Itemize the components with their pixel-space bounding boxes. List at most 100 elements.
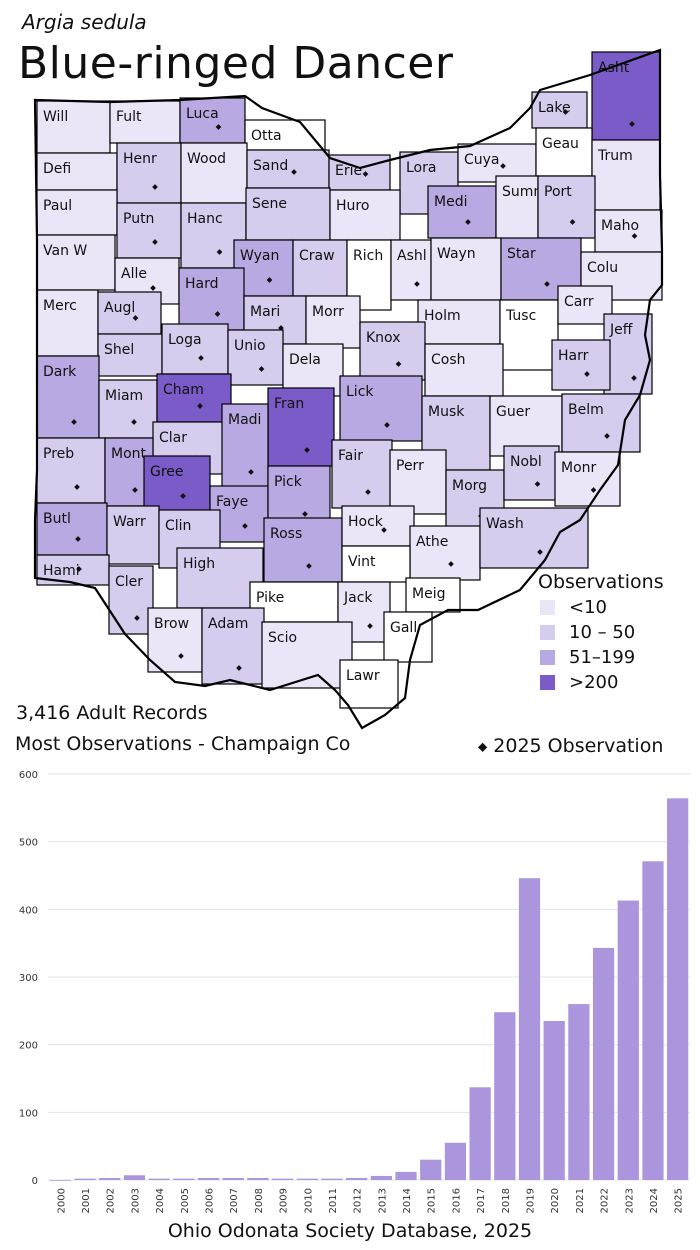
observation-2025-dot: [306, 563, 312, 569]
county-label: Adam: [208, 616, 248, 632]
county-label: Henr: [123, 151, 157, 167]
county-shape: [389, 449, 447, 515]
bar-2020: [543, 1020, 565, 1180]
county-paul: Paul: [36, 189, 118, 236]
county-label: Alle: [121, 266, 147, 282]
county-shape: [405, 577, 461, 613]
observation-2025-dot: [236, 665, 242, 671]
county-label: Hard: [185, 276, 219, 292]
county-label: Defi: [43, 161, 71, 177]
bar-2018: [494, 1012, 516, 1180]
county-high: High: [176, 547, 264, 609]
x-tick-label: 2003: [130, 1188, 141, 1213]
county-label: Meig: [412, 586, 445, 602]
observation-2025-dot: [537, 549, 543, 555]
county-lake: Lake: [531, 91, 588, 129]
observation-2025-dot: [75, 536, 81, 542]
county-label: Luca: [186, 106, 219, 122]
county-shape: [116, 142, 182, 204]
observation-2025-dot: [381, 527, 387, 533]
x-tick-label: 2010: [303, 1188, 314, 1213]
county-preb: Preb: [36, 437, 106, 504]
county-label: Ross: [270, 526, 302, 542]
observation-2025-dot: [248, 469, 254, 475]
county-label: Van W: [43, 243, 87, 259]
county-label: Guer: [496, 404, 530, 420]
county-label: Holm: [424, 308, 461, 324]
county-label: Maho: [601, 218, 639, 234]
source-footer: Ohio Odonata Society Database, 2025: [167, 1220, 533, 1242]
county-label: Pike: [256, 590, 284, 606]
county-label: Wyan: [240, 248, 279, 264]
county-cler: Cler: [108, 565, 154, 635]
county-fult: Fult: [109, 100, 181, 144]
county-label: Summ: [502, 184, 547, 200]
county-warr: Warr: [106, 505, 160, 565]
county-lick: Lick: [339, 375, 423, 442]
observation-2025-dot: [629, 121, 635, 127]
observation-2025-dot: [291, 169, 297, 175]
x-tick-label: 2005: [180, 1188, 191, 1213]
county-shape: [499, 299, 559, 371]
bar-2009: [271, 1178, 294, 1180]
bar-2015: [420, 1159, 442, 1180]
observation-2025-dot: [215, 124, 222, 130]
observation-2025-dot: [362, 171, 369, 177]
county-shape: [221, 403, 269, 489]
county-label: Morg: [452, 478, 487, 494]
county-shape: [36, 502, 108, 556]
bar-2025: [667, 798, 689, 1180]
legend-label: >200: [569, 671, 619, 693]
observation-2025-dot: [465, 219, 471, 225]
county-gall: Gall: [383, 611, 433, 663]
county-athe: Athe: [409, 525, 481, 581]
x-tick-label: 2018: [501, 1188, 512, 1213]
county-will: Will: [36, 100, 111, 154]
county-label: Fult: [116, 109, 142, 125]
county-sand: Sand: [246, 149, 330, 189]
county-shape: [282, 343, 344, 397]
county-belm: Belm: [561, 393, 641, 453]
county-shape: [176, 547, 264, 609]
county-shape: [161, 323, 229, 375]
bar-2002: [99, 1177, 121, 1180]
county-huro: Huro: [329, 189, 401, 241]
county-fair: Fair: [331, 439, 393, 509]
bar-2023: [617, 900, 639, 1180]
county-label: Putn: [123, 211, 154, 227]
county-label: Paul: [43, 198, 72, 214]
county-label: Monr: [561, 460, 597, 476]
bar-2001: [74, 1178, 96, 1180]
county-label: Scio: [268, 630, 297, 646]
county-shape: [227, 329, 284, 386]
county-shape: [178, 267, 245, 331]
bar-2005: [173, 1178, 195, 1180]
county-label: Gree: [150, 464, 184, 480]
state-outline: [33, 48, 664, 730]
y-tick-label: 100: [19, 1108, 38, 1119]
county-label: Shel: [104, 342, 134, 358]
county-label: Fran: [274, 396, 304, 412]
county-geau: Geau: [535, 127, 593, 177]
observation-2025-dot: [266, 277, 273, 283]
x-tick-label: 2002: [106, 1188, 117, 1213]
legend-item-51-199: 51–199: [540, 647, 635, 668]
county-label: Unio: [234, 338, 266, 354]
county-label: Loga: [168, 332, 202, 348]
county-perr: Perr: [389, 449, 447, 515]
county-henr: Henr: [116, 142, 182, 204]
observation-2025-dot: [132, 315, 139, 321]
county-label: Lake: [538, 100, 571, 116]
county-shape: [537, 175, 596, 239]
legend-label: <10: [569, 596, 607, 618]
county-shape: [36, 289, 99, 357]
bar-2021: [568, 1004, 590, 1180]
county-label: Wood: [187, 151, 226, 167]
dot-legend: ◆ 2025 Observation: [478, 735, 663, 757]
x-tick-label: 2004: [155, 1188, 166, 1213]
dot-icon: ◆: [478, 739, 488, 754]
observation-2025-dot: [198, 355, 204, 361]
dot-legend-label: 2025 Observation: [493, 735, 664, 757]
county-label: Cuya: [464, 152, 500, 168]
county-trum: Trum: [591, 139, 661, 211]
